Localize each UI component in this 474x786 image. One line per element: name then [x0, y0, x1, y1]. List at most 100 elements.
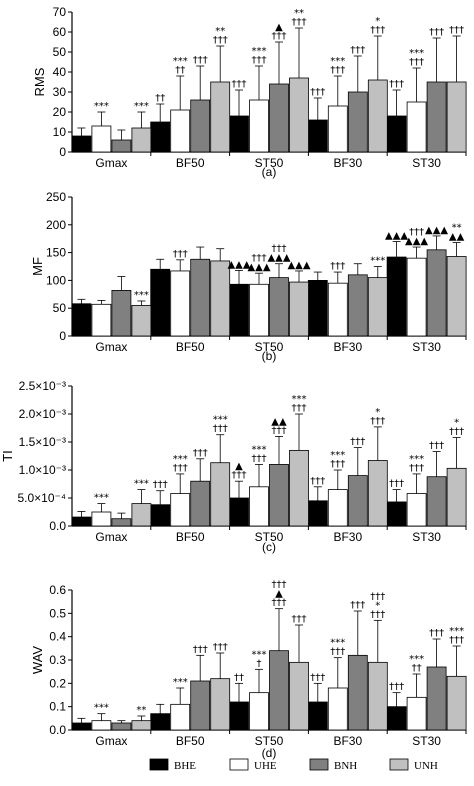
- bar-BHE: [386, 115, 407, 153]
- significance-marker: ***: [134, 479, 149, 490]
- x-tick-label: BF50: [176, 340, 205, 354]
- y-tick-label: 1.0×10⁻³: [19, 463, 66, 477]
- significance-marker: †: [257, 658, 262, 669]
- bar-UHE: [327, 105, 348, 153]
- panel-label: (b): [262, 349, 277, 363]
- bar-BNH: [190, 99, 211, 153]
- x-tick-label: BF30: [333, 156, 362, 170]
- x-tick-label: BF50: [176, 530, 205, 544]
- bar-BHE: [307, 279, 328, 337]
- significance-marker: †††: [370, 25, 385, 36]
- significance-marker: †††: [310, 672, 325, 683]
- bar-UNH: [210, 260, 231, 337]
- bar-BHE: [229, 701, 249, 731]
- significance-marker: ***: [173, 677, 188, 688]
- legend-label-BHE: BHE: [174, 760, 196, 772]
- bar-UNH: [289, 281, 309, 337]
- bar-BHE: [150, 713, 171, 731]
- y-tick-label: 0.5: [49, 606, 66, 620]
- y-tick-label: 50: [53, 301, 67, 315]
- y-tick-label: 0.6: [49, 583, 66, 597]
- bar-BNH: [269, 83, 289, 153]
- x-tick-label: ST50: [255, 340, 284, 354]
- significance-marker: †††: [429, 27, 444, 38]
- significance-marker: ▲▲▲: [227, 259, 250, 270]
- y-tick-label: 50: [53, 45, 67, 59]
- significance-marker: ▲: [235, 461, 243, 472]
- bar-BNH: [111, 290, 132, 337]
- bar-UHE: [406, 101, 427, 153]
- bar-BHE: [386, 256, 407, 337]
- x-tick-label: ST30: [412, 530, 441, 544]
- significance-marker: ***: [134, 101, 149, 112]
- significance-marker: ▲: [275, 589, 283, 600]
- significance-marker: †††: [213, 35, 228, 46]
- y-tick-label: 0.3: [49, 653, 66, 667]
- bar-BHE: [307, 701, 328, 731]
- bar-UHE: [91, 511, 112, 527]
- bar-BHE: [386, 706, 407, 731]
- significance-marker: †††: [292, 403, 307, 414]
- significance-marker: **: [136, 705, 146, 716]
- legend-swatch-BHE: [149, 758, 169, 771]
- bar-BNH: [347, 475, 368, 527]
- significance-marker: †††: [429, 628, 444, 639]
- y-tick-label: 2.0×10⁻³: [19, 407, 66, 421]
- chart-panel: 0.0 0.1 0.2 0.3 0.4 0.5 0.6 WAV Gmax BF50 ST50 BF30…: [30, 580, 467, 760]
- bar-BHE: [71, 135, 92, 153]
- significance-marker: ***: [94, 493, 109, 504]
- bar-UHE: [170, 493, 191, 527]
- bar-BNH: [269, 650, 289, 731]
- bar-BHE: [229, 115, 249, 153]
- significance-marker: †††: [232, 79, 247, 90]
- significance-marker: †††: [330, 459, 345, 470]
- bar-BNH: [347, 274, 368, 337]
- y-tick-label: 0.2: [49, 676, 66, 690]
- bar-BHE: [229, 497, 249, 527]
- significance-marker: †††: [292, 17, 307, 28]
- significance-marker: †††: [272, 580, 287, 591]
- bar-BHE: [386, 501, 407, 527]
- significance-marker: ***: [292, 394, 307, 405]
- bar-UNH: [289, 661, 309, 731]
- significance-marker: †††: [193, 55, 208, 66]
- bar-BHE: [150, 268, 171, 337]
- y-tick-label: 0: [59, 145, 66, 159]
- panel-label: (a): [262, 165, 277, 179]
- significance-marker: **: [294, 8, 304, 19]
- significance-marker: †††: [449, 427, 464, 438]
- significance-marker: †††: [389, 79, 404, 90]
- significance-marker: †††: [213, 424, 228, 435]
- x-tick-label: ST50: [255, 530, 284, 544]
- y-tick-label: 250: [46, 190, 66, 204]
- x-tick-label: ST50: [255, 734, 284, 748]
- bar-UHE: [249, 99, 269, 153]
- bar-UHE: [327, 687, 348, 731]
- bar-BNH: [111, 518, 132, 527]
- significance-marker: *: [375, 16, 380, 27]
- y-tick-label: 60: [53, 25, 67, 39]
- bar-UNH: [367, 661, 388, 731]
- bar-UHE: [406, 257, 427, 337]
- x-tick-label: ST30: [412, 340, 441, 354]
- panel-label: (d): [262, 746, 277, 760]
- significance-marker: †††: [389, 479, 404, 490]
- bar-UHE: [327, 489, 348, 527]
- y-tick-label: 0.4: [49, 630, 66, 644]
- bar-BNH: [426, 476, 447, 527]
- bar-UNH: [446, 467, 467, 527]
- significance-marker: †††: [370, 591, 385, 602]
- bar-BNH: [190, 680, 211, 731]
- y-tick-label: 40: [53, 65, 67, 79]
- bar-UNH: [210, 81, 231, 153]
- bar-UNH: [446, 675, 467, 731]
- significance-marker: †††: [330, 261, 345, 272]
- bar-BNH: [426, 81, 447, 153]
- x-tick-label: Gmax: [95, 340, 127, 354]
- bar-BHE: [229, 283, 249, 337]
- bar-UHE: [91, 303, 112, 337]
- significance-marker: †††: [173, 463, 188, 474]
- significance-marker: †††: [292, 614, 307, 625]
- x-tick-label: BF30: [333, 340, 362, 354]
